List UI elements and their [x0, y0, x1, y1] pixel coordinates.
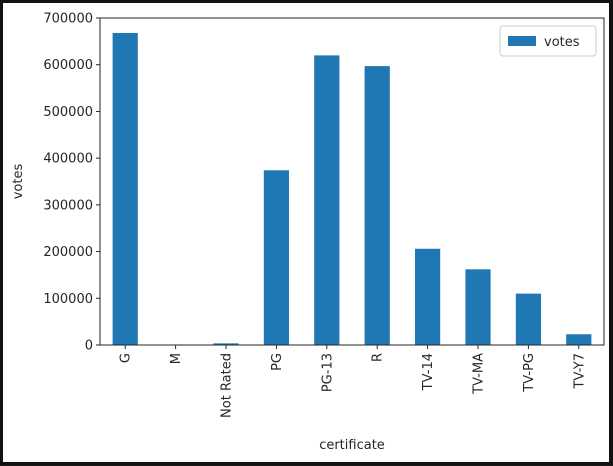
- y-tick-label: 700000: [43, 12, 93, 27]
- x-axis: G M Not Rated PG PG-13 R TV-14 TV-MA TV-PG TV-Y7: [119, 345, 588, 418]
- bar-pg-13: [314, 55, 339, 345]
- bar-tv-pg: [516, 294, 541, 345]
- y-tick-label: 100000: [43, 292, 93, 307]
- x-tick-label: M: [169, 353, 184, 364]
- figure: 0 100000 200000 300000 400000 500000 600000 700…: [3, 3, 609, 462]
- bar-pg: [264, 170, 289, 345]
- x-tick-label: R: [371, 353, 386, 362]
- x-tick-label: Not Rated: [220, 353, 235, 418]
- legend-label-votes: votes: [544, 35, 580, 50]
- x-tick-label: TV-14: [421, 353, 436, 391]
- y-tick-label: 600000: [43, 58, 93, 73]
- bar-tv-y7: [566, 334, 591, 345]
- bars-group: [113, 33, 592, 345]
- x-tick-label: PG-13: [320, 353, 335, 392]
- bar-tv-ma: [465, 269, 490, 345]
- bar-r: [365, 66, 390, 345]
- x-tick-label: TV-MA: [472, 353, 487, 395]
- x-tick-label: PG: [270, 353, 285, 371]
- y-tick-label: 400000: [43, 152, 93, 167]
- x-tick-label: TV-PG: [522, 353, 537, 393]
- bar-g: [113, 33, 138, 345]
- legend: votes: [500, 26, 596, 56]
- y-axis: 0 100000 200000 300000 400000 500000 600000 700…: [43, 12, 100, 354]
- bar-chart: 0 100000 200000 300000 400000 500000 600000 700…: [3, 3, 609, 462]
- y-axis-label: votes: [11, 164, 26, 200]
- x-axis-label: certificate: [319, 438, 385, 453]
- y-tick-label: 500000: [43, 105, 93, 120]
- legend-swatch: [508, 36, 536, 46]
- x-tick-label: G: [119, 353, 134, 363]
- y-tick-label: 200000: [43, 245, 93, 260]
- y-tick-label: 0: [85, 339, 93, 354]
- bar-tv-14: [415, 249, 440, 345]
- y-tick-label: 300000: [43, 198, 93, 213]
- x-tick-label: TV-Y7: [572, 353, 587, 389]
